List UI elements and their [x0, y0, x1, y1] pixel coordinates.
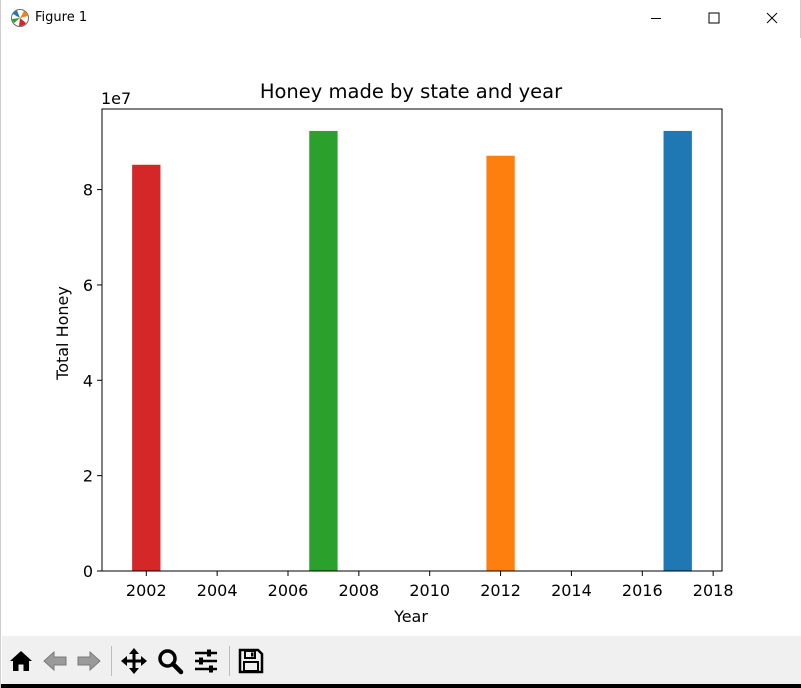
x-axis-label: Year — [393, 607, 428, 626]
close-button[interactable] — [743, 0, 801, 36]
minimize-icon — [651, 18, 661, 19]
arrow-left-icon — [43, 650, 67, 672]
x-tick-label: 2016 — [622, 581, 663, 600]
window-bottom-edge — [1, 684, 801, 688]
arrow-right-icon — [77, 650, 101, 672]
y-tick-label: 6 — [83, 276, 93, 295]
close-icon — [766, 12, 778, 24]
chart-title: Honey made by state and year — [260, 80, 563, 103]
bar-2002 — [132, 164, 161, 572]
home-icon — [10, 651, 32, 671]
x-tick-label: 2002 — [126, 581, 167, 600]
floppy-disk-icon — [238, 648, 264, 674]
figure-canvas[interactable]: Honey made by state and year 1e7 Year To… — [2, 38, 801, 636]
y-offset-label: 1e7 — [101, 89, 131, 108]
toolbar-separator — [229, 646, 230, 676]
zoom-button[interactable] — [156, 647, 184, 675]
bar-2017 — [663, 130, 692, 571]
move-icon — [121, 648, 147, 674]
window-title: Figure 1 — [35, 10, 88, 25]
x-tick-label: 2010 — [409, 581, 450, 600]
toolbar-separator — [111, 646, 112, 676]
maximize-button[interactable] — [685, 0, 743, 36]
bar-2007 — [309, 130, 338, 571]
forward-button[interactable] — [75, 647, 103, 675]
matplotlib-icon — [10, 8, 30, 28]
y-tick-label: 0 — [83, 562, 93, 581]
y-tick-label: 2 — [83, 467, 93, 486]
x-tick-label: 2008 — [338, 581, 379, 600]
home-button[interactable] — [7, 647, 35, 675]
pan-button[interactable] — [120, 647, 148, 675]
axes-frame — [101, 108, 723, 572]
x-tick-label: 2014 — [551, 581, 592, 600]
navigation-toolbar — [2, 636, 801, 684]
maximize-icon — [708, 12, 720, 24]
y-tick-label: 4 — [83, 371, 93, 390]
x-tick-label: 2018 — [693, 581, 734, 600]
x-tick-label: 2004 — [197, 581, 238, 600]
bar-2012 — [486, 155, 515, 571]
y-tick-label: 8 — [83, 181, 93, 200]
bar-chart: Honey made by state and year 1e7 Year To… — [53, 80, 734, 626]
sliders-icon — [195, 649, 217, 673]
minimize-button[interactable] — [627, 0, 685, 36]
x-tick-label: 2006 — [268, 581, 309, 600]
back-button[interactable] — [41, 647, 69, 675]
y-axis-label: Total Honey — [53, 286, 72, 381]
x-tick-label: 2012 — [480, 581, 521, 600]
configure-subplots-button[interactable] — [192, 647, 220, 675]
magnifier-icon — [158, 649, 184, 675]
title-bar[interactable]: Figure 1 — [1, 0, 800, 38]
save-button[interactable] — [237, 647, 265, 675]
